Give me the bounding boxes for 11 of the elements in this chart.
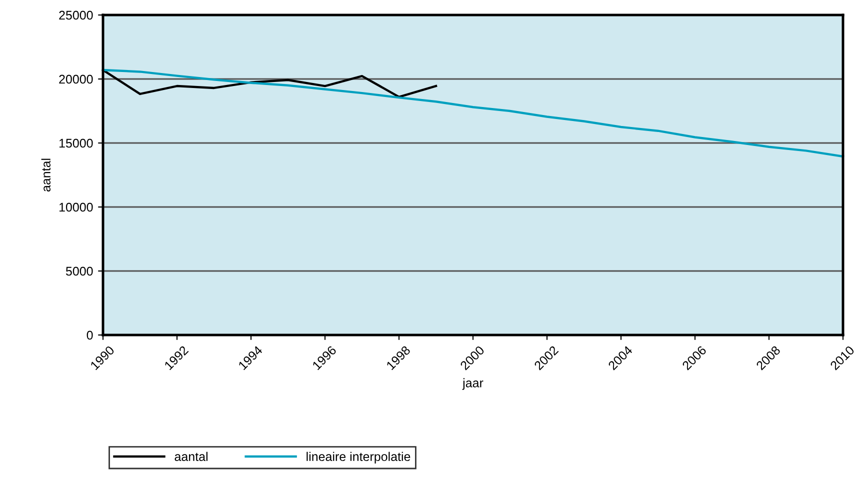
y-tick-label: 10000 — [59, 202, 93, 212]
legend-label: lineaire interpolatie — [306, 452, 410, 464]
y-tick-label: 25000 — [59, 10, 93, 20]
y-tick-label: 15000 — [59, 138, 93, 148]
y-tick-label: 20000 — [59, 74, 93, 84]
y-axis-title: aantal — [41, 158, 50, 192]
y-tick-label: 5000 — [66, 266, 93, 276]
x-axis-title: jaar — [462, 378, 484, 390]
y-tick-label: 0 — [86, 330, 93, 340]
line-series — [102, 68, 844, 158]
legend-label: aantal — [174, 452, 208, 462]
